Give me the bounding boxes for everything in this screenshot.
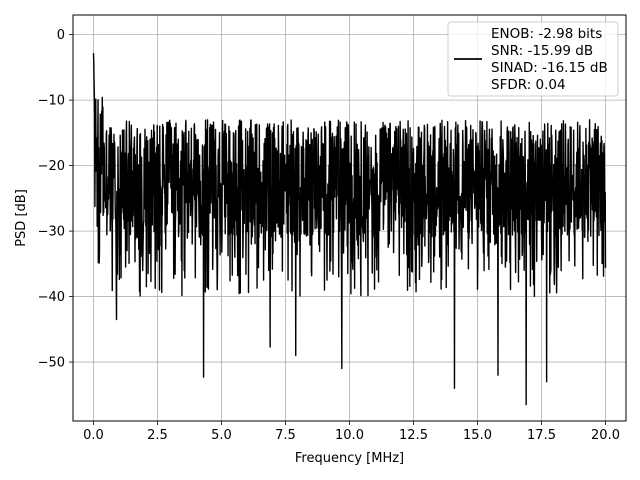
x-tick-label: 15.0 xyxy=(463,428,492,443)
x-tick-label: 12.5 xyxy=(399,428,428,443)
y-tick-label: 0 xyxy=(57,28,65,43)
x-tick-label: 5.0 xyxy=(211,428,232,443)
y-tick-label: −20 xyxy=(38,159,65,174)
psd-trace xyxy=(92,53,607,406)
legend-snr: SNR: -15.99 dB xyxy=(491,43,593,59)
x-tick-label: 7.5 xyxy=(275,428,296,443)
legend: ENOB: -2.98 bits SNR: -15.99 dB SINAD: -… xyxy=(447,21,619,97)
psd-series xyxy=(92,53,607,406)
x-tick-label: 20.0 xyxy=(591,428,620,443)
legend-sinad: SINAD: -16.15 dB xyxy=(491,60,608,76)
legend-enob: ENOB: -2.98 bits xyxy=(491,26,602,42)
y-tick-label: −50 xyxy=(38,356,65,371)
y-tick-label: −30 xyxy=(38,225,65,240)
legend-sfdr: SFDR: 0.04 xyxy=(491,77,566,93)
legend-box xyxy=(447,21,619,97)
y-tick-label: −10 xyxy=(38,94,65,109)
y-tick-label: −40 xyxy=(38,290,65,305)
axis-ticks: 0.0 2.5 5.0 7.5 10.0 12.5 15.0 17.5 20.0 0 −10 −20 −… xyxy=(38,28,620,443)
x-tick-label: 10.0 xyxy=(335,428,364,443)
x-tick-label: 0.0 xyxy=(83,428,104,443)
x-tick-label: 17.5 xyxy=(527,428,556,443)
x-axis-label: Frequency [MHz] xyxy=(295,451,404,466)
x-tick-label: 2.5 xyxy=(147,428,168,443)
y-axis-label: PSD [dB] xyxy=(14,189,29,247)
